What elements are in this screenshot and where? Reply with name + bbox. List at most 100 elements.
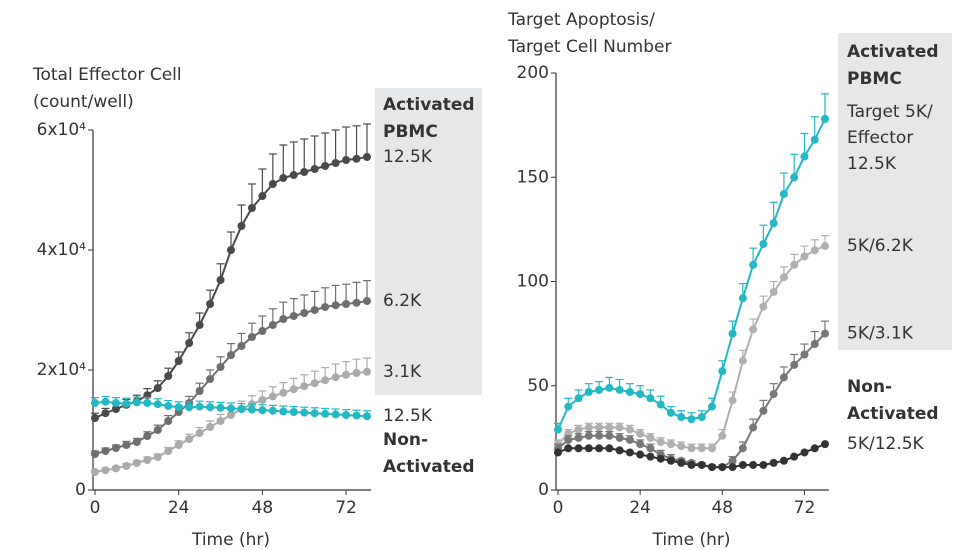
x-tick-label: 48: [252, 498, 274, 518]
data-point: [216, 276, 225, 284]
y-axis-label: (count/well): [33, 92, 134, 112]
data-point: [574, 433, 583, 442]
group-label: PBMC: [847, 69, 902, 89]
data-point: [615, 385, 624, 394]
data-point: [132, 438, 141, 446]
data-point: [810, 444, 819, 453]
series-label: 5K/6.2K: [847, 236, 914, 256]
data-point: [153, 400, 162, 409]
data-point: [759, 239, 768, 248]
data-point: [111, 399, 120, 407]
data-point: [101, 397, 110, 406]
group-label: Activated: [847, 404, 939, 424]
data-point: [342, 156, 351, 164]
data-point: [574, 425, 583, 434]
data-point: [153, 426, 162, 434]
data-point: [363, 297, 371, 305]
data-point: [206, 423, 215, 431]
data-point: [363, 412, 371, 421]
data-point: [595, 444, 604, 453]
x-tick-label: 0: [90, 498, 101, 518]
data-point: [646, 394, 655, 403]
data-point: [321, 162, 330, 170]
data-point: [153, 384, 162, 392]
data-point: [574, 444, 583, 453]
data-point: [738, 444, 747, 453]
y-tick-label: 100: [517, 272, 549, 292]
data-point: [247, 333, 256, 341]
data-point: [728, 456, 737, 465]
data-point: [687, 460, 696, 469]
data-point: [779, 273, 788, 282]
data-point: [790, 173, 799, 182]
series-label: 12.5K: [383, 147, 433, 167]
data-point: [636, 450, 645, 459]
data-point: [237, 222, 246, 230]
y-tick-label: 200: [517, 63, 549, 83]
data-point: [258, 396, 267, 404]
data-point: [666, 456, 675, 465]
y-tick-label: 6x10⁴: [37, 120, 87, 140]
data-point: [636, 440, 645, 449]
data-point: [800, 252, 809, 261]
data-point: [195, 321, 204, 329]
data-point: [564, 435, 573, 444]
data-point: [321, 376, 330, 385]
data-point: [227, 246, 235, 254]
data-point: [310, 379, 319, 388]
data-point: [738, 460, 747, 469]
data-point: [821, 242, 829, 251]
data-point: [164, 417, 173, 425]
data-point: [174, 357, 183, 365]
data-point: [800, 448, 809, 457]
y-tick-label: 4x10⁴: [37, 240, 87, 260]
data-point: [122, 462, 131, 470]
data-point: [164, 447, 173, 455]
data-point: [769, 390, 778, 399]
data-point: [289, 171, 298, 179]
data-point: [258, 406, 267, 415]
data-point: [258, 327, 267, 335]
data-point: [195, 429, 204, 437]
data-point: [697, 413, 706, 422]
data-point: [310, 165, 319, 173]
data-point: [625, 388, 634, 397]
data-point: [352, 369, 361, 377]
data-point: [749, 460, 758, 469]
data-point: [646, 433, 655, 442]
data-point: [279, 407, 288, 416]
data-point: [300, 382, 309, 391]
data-point: [164, 402, 173, 410]
group-label: Non-: [383, 430, 428, 450]
data-point: [625, 425, 634, 434]
data-point: [300, 168, 309, 176]
x-tick-label: 24: [629, 498, 651, 518]
group-label: Activated: [383, 95, 475, 115]
data-point: [216, 417, 225, 425]
data-point: [677, 458, 686, 467]
data-point: [656, 454, 665, 463]
data-point: [268, 180, 277, 188]
series-line: [94, 370, 368, 473]
data-point: [656, 400, 665, 409]
data-point: [206, 300, 215, 308]
series-label: 5K/12.5K: [847, 434, 925, 454]
data-point: [352, 154, 361, 163]
data-point: [574, 394, 583, 403]
data-point: [122, 399, 131, 408]
data-point: [749, 260, 758, 269]
data-point: [143, 432, 152, 440]
data-point: [810, 135, 819, 144]
data-point: [728, 396, 737, 405]
data-point: [595, 431, 604, 440]
data-point: [258, 192, 267, 200]
data-point: [289, 385, 298, 394]
data-point: [143, 399, 152, 407]
group-label: PBMC: [383, 122, 438, 142]
x-axis-label: Time (hr): [191, 530, 270, 550]
x-axis-label: Time (hr): [651, 530, 730, 550]
data-point: [352, 298, 361, 307]
data-point: [738, 356, 747, 365]
data-point: [605, 431, 614, 440]
data-point: [185, 403, 194, 412]
